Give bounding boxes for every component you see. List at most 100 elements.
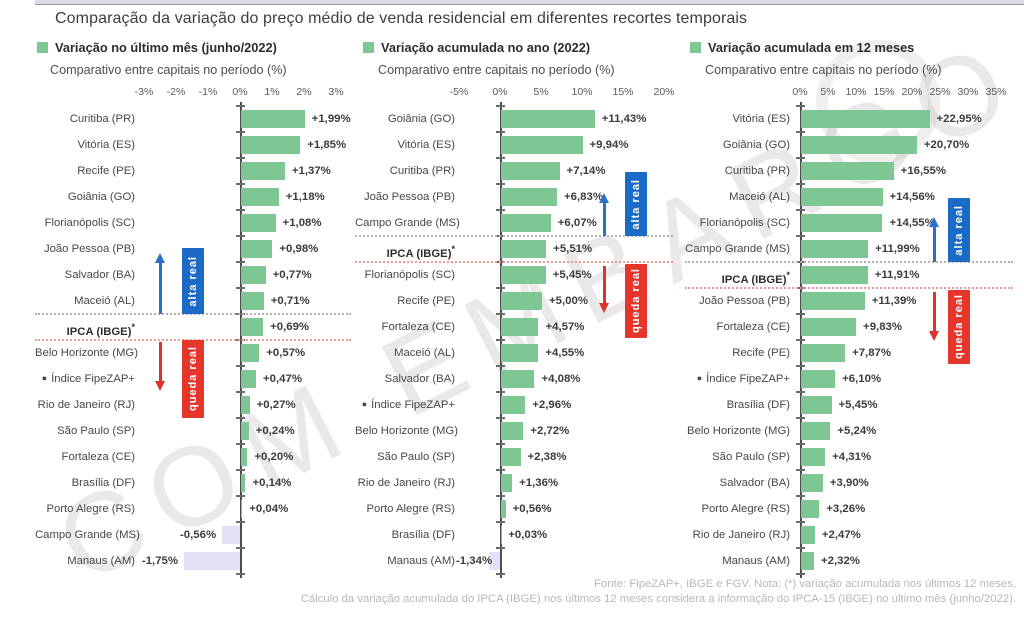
- bar-positive: [501, 188, 557, 206]
- footnote-line-1: Fonte: FipeZAP+, IBGE e FGV. Nota: (*) v…: [301, 577, 1016, 592]
- value-label: +14,56%: [890, 184, 935, 210]
- bar-positive: [241, 136, 300, 154]
- bullet-icon: ●: [362, 399, 367, 409]
- bar-positive: [801, 422, 830, 440]
- reference-asterisk: *: [131, 322, 135, 332]
- value-label: -1,75%: [142, 548, 178, 574]
- bullet-icon: ●: [697, 373, 702, 383]
- row-label: Curitiba (PR): [685, 158, 790, 184]
- row-label: São Paulo (SP): [35, 418, 135, 444]
- row-label: Florianópolis (SC): [355, 262, 455, 288]
- chart-row: Brasília (DF)+0,14%: [35, 470, 351, 496]
- alta-real-badge: alta real: [948, 198, 970, 262]
- bar-positive: [801, 370, 835, 388]
- up-arrow: [159, 262, 162, 314]
- chart-row: São Paulo (SP)+2,38%: [355, 444, 673, 470]
- bar-positive: [241, 370, 256, 388]
- value-label: +5,45%: [839, 392, 878, 418]
- footnote: Fonte: FipeZAP+, IBGE e FGV. Nota: (*) v…: [301, 577, 1016, 607]
- bar-positive: [501, 396, 525, 414]
- bar-positive: [801, 344, 845, 362]
- value-label: +9,83%: [863, 314, 902, 340]
- bar-positive: [501, 292, 542, 310]
- bar-positive: [241, 448, 247, 466]
- chart-legend-label: Variação acumulada em 12 meses: [708, 40, 914, 55]
- up-arrow: [933, 226, 936, 262]
- bar-positive: [501, 214, 551, 232]
- row-label: Recife (PE): [355, 288, 455, 314]
- row-label: São Paulo (SP): [685, 444, 790, 470]
- reference-asterisk: *: [451, 244, 455, 254]
- bar-positive: [241, 292, 264, 310]
- axis-tick-label: -1%: [199, 86, 218, 98]
- bar-positive: [801, 162, 894, 180]
- value-label: +0,14%: [252, 470, 291, 496]
- axis-tick-label: 5%: [533, 86, 548, 98]
- chart-row: Porto Alegre (RS)+3,26%: [685, 496, 1013, 522]
- chart-row: Manaus (AM)+2,32%: [685, 548, 1013, 574]
- bar-positive: [801, 240, 868, 258]
- alta-real-badge: alta real: [182, 248, 204, 314]
- row-label: Brasília (DF): [355, 522, 455, 548]
- chart-row: Rio de Janeiro (RJ)+2,47%: [685, 522, 1013, 548]
- bar-positive: [501, 266, 546, 284]
- chart-panel-year-to-date: Variação acumulada no ano (2022)Comparat…: [355, 40, 673, 592]
- row-label: Brasília (DF): [685, 392, 790, 418]
- value-label: +1,37%: [292, 158, 331, 184]
- bar-positive: [801, 526, 815, 544]
- bar-positive: [501, 422, 523, 440]
- axis-tick-label: 3%: [328, 86, 343, 98]
- chart-subtitle: Comparativo entre capitais no período (%…: [50, 63, 287, 77]
- value-label: +1,08%: [283, 210, 322, 236]
- alta-real-label: alta real: [953, 205, 965, 256]
- row-label: ●Índice FipeZAP+: [355, 392, 455, 418]
- value-label: +11,39%: [872, 288, 917, 314]
- chart-row: Goiânia (GO)+11,43%: [355, 106, 673, 132]
- value-label: +7,87%: [852, 340, 891, 366]
- row-label: João Pessoa (PB): [355, 184, 455, 210]
- axis-tick-label: 15%: [612, 86, 633, 98]
- row-label: Goiânia (GO): [355, 106, 455, 132]
- row-label: Porto Alegre (RS): [35, 496, 135, 522]
- bar-positive: [241, 422, 249, 440]
- axis-tick-label: -5%: [450, 86, 469, 98]
- row-label: João Pessoa (PB): [35, 236, 135, 262]
- bar-positive: [501, 474, 512, 492]
- chart-row: Porto Alegre (RS)+0,56%: [355, 496, 673, 522]
- value-label: +5,51%: [553, 236, 592, 262]
- down-arrow-head-icon: [155, 381, 165, 391]
- value-label: +20,70%: [924, 132, 969, 158]
- value-label: +5,24%: [837, 418, 876, 444]
- bar-positive: [801, 266, 868, 284]
- chart-row: Fortaleza (CE)+0,20%: [35, 444, 351, 470]
- row-label: Manaus (AM): [35, 548, 135, 574]
- top-border-strip: [35, 0, 1024, 5]
- bar-positive: [801, 188, 883, 206]
- row-label: Florianópolis (SC): [35, 210, 135, 236]
- chart-row: Maceió (AL)+4,55%: [355, 340, 673, 366]
- axis-tick-label: 10%: [845, 86, 866, 98]
- value-label: +0,69%: [270, 314, 309, 340]
- axis-tick-label: 35%: [985, 86, 1006, 98]
- down-arrow-head-icon: [929, 331, 939, 341]
- row-label: Recife (PE): [35, 158, 135, 184]
- bar-positive: [801, 214, 882, 232]
- bar-positive: [801, 500, 819, 518]
- axis-tick-label: 0%: [792, 86, 807, 98]
- alta-real-badge: alta real: [625, 172, 647, 236]
- value-label: +16,55%: [901, 158, 946, 184]
- bar-positive: [501, 240, 546, 258]
- bar-positive: [241, 396, 250, 414]
- bar-positive: [501, 344, 538, 362]
- value-label: +5,00%: [549, 288, 588, 314]
- value-label: +22,95%: [937, 106, 982, 132]
- down-arrow: [933, 292, 936, 332]
- bar-negative: [184, 552, 240, 570]
- chart-row: Manaus (AM)-1,34%: [355, 548, 673, 574]
- value-label: +1,99%: [312, 106, 351, 132]
- bar-positive: [801, 110, 930, 128]
- chart-legend: Variação acumulada no ano (2022): [363, 40, 590, 55]
- value-label: +1,36%: [519, 470, 558, 496]
- value-label: +3,90%: [830, 470, 869, 496]
